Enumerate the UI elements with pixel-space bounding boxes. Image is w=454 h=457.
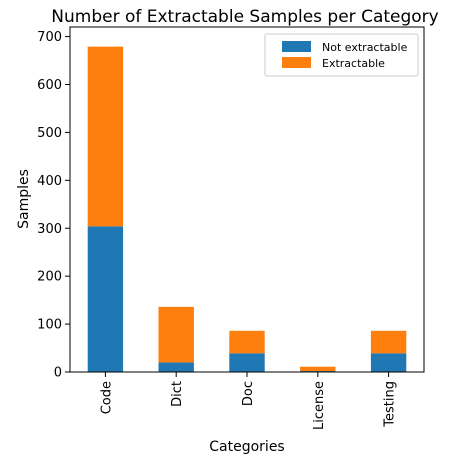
- x-axis-label: Categories: [209, 439, 284, 455]
- y-axis-label: Samples: [16, 169, 32, 229]
- bar-group: [87, 46, 407, 372]
- x-tick-label: License: [312, 381, 327, 430]
- y-tick-label: 400: [37, 174, 62, 189]
- bar-code-extractable: [87, 46, 124, 227]
- legend: Not extractable Extractable: [264, 33, 419, 77]
- legend-swatch: [282, 41, 311, 52]
- bar-code-not-extractable: [87, 226, 124, 372]
- x-tick-label: Testing: [383, 381, 398, 428]
- y-tick-label: 500: [37, 126, 62, 141]
- bar-license-extractable: [300, 366, 336, 372]
- x-axis: Code Dict Doc License Testing: [99, 372, 398, 430]
- chart-title: Number of Extractable Samples per Catego…: [51, 7, 438, 27]
- y-tick-label: 300: [37, 222, 62, 237]
- x-tick-label: Dict: [170, 381, 185, 407]
- x-tick-label: Doc: [241, 381, 256, 406]
- legend-label: Extractable: [322, 57, 385, 70]
- y-axis: 0 100 200 300 400 500 600 700: [37, 30, 70, 381]
- plot-frame: [69, 26, 425, 373]
- bar-doc-not-extractable: [229, 353, 265, 372]
- bar-dict-extractable: [158, 306, 194, 363]
- y-tick-label: 100: [37, 318, 62, 333]
- bar-testing-not-extractable: [370, 353, 407, 372]
- bar-doc-extractable: [229, 330, 265, 354]
- y-tick-label: 700: [37, 30, 62, 45]
- y-tick-label: 200: [37, 270, 62, 285]
- y-tick-label: 0: [54, 366, 62, 381]
- bar-testing-extractable: [370, 330, 407, 354]
- legend-swatch: [282, 57, 311, 68]
- legend-label: Not extractable: [322, 41, 408, 54]
- y-tick-label: 600: [37, 78, 62, 93]
- x-tick-label: Code: [99, 381, 114, 414]
- bar-dict-not-extractable: [158, 362, 194, 372]
